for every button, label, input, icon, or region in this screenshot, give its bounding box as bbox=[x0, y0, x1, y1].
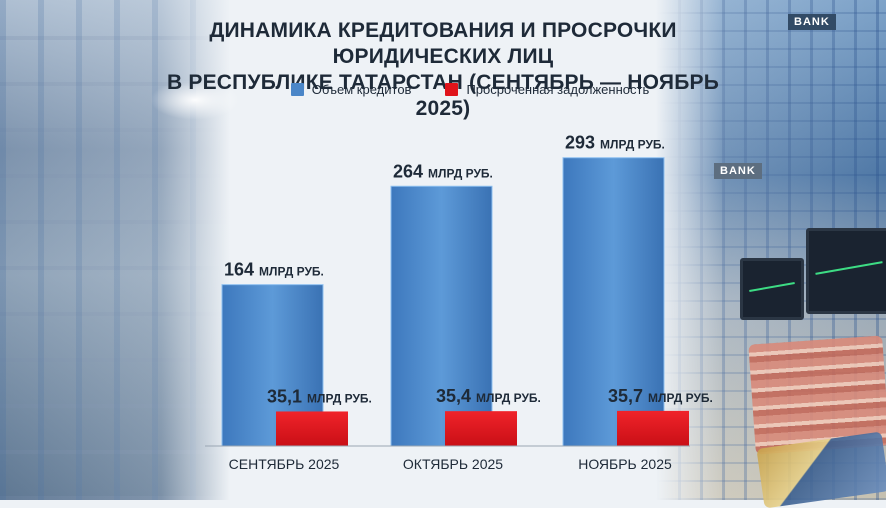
legend-item-overdue: Просроченная задолженность bbox=[445, 80, 649, 98]
bank-sign-mid: BANK bbox=[714, 163, 762, 179]
value-label-credits-2: 264 МЛРД РУБ. bbox=[393, 161, 493, 181]
value-label-overdue-2: 35,4 МЛРД РУБ. bbox=[436, 386, 541, 406]
value-label-overdue-3: 35,7 МЛРД РУБ. bbox=[608, 386, 713, 406]
bar-credits-2 bbox=[390, 185, 493, 447]
value-label-overdue-1: 35,1 МЛРД РУБ. bbox=[267, 386, 372, 406]
bar-credits-3 bbox=[562, 157, 665, 447]
chart-title-line1: ДИНАМИКА КРЕДИТОВАНИЯ И ПРОСРОЧКИ ЮРИДИЧ… bbox=[209, 19, 677, 68]
smoke-decoration bbox=[150, 80, 240, 120]
legend-swatch-credits bbox=[290, 82, 304, 96]
category-label-2: ОКТЯБРЬ 2025 bbox=[403, 456, 503, 472]
chart-title: ДИНАМИКА КРЕДИТОВАНИЯ И ПРОСРОЧКИ ЮРИДИЧ… bbox=[150, 18, 736, 122]
legend-swatch-overdue bbox=[445, 82, 459, 96]
bar-overdue-2 bbox=[445, 411, 517, 446]
chart-title-line2: В РЕСПУБЛИКЕ ТАТАРСТАН (СЕНТЯБРЬ — НОЯБР… bbox=[166, 71, 720, 120]
bar-overdue-1 bbox=[276, 411, 348, 446]
category-label-3: НОЯБРЬ 2025 bbox=[578, 456, 672, 472]
value-label-credits-3: 293 МЛРД РУБ. bbox=[565, 133, 665, 153]
bank-sign-top: BANK bbox=[788, 14, 836, 30]
legend-label-credits: Объем кредитов bbox=[311, 81, 412, 97]
legend-label-overdue: Просроченная задолженность bbox=[466, 81, 650, 97]
chart-legend: Объем кредитов Просроченная задолженност… bbox=[290, 80, 650, 98]
trading-monitor-icon bbox=[740, 258, 804, 320]
category-label-1: СЕНТЯБРЬ 2025 bbox=[229, 456, 340, 472]
bar-overdue-3 bbox=[617, 410, 689, 446]
value-label-credits-1: 164 МЛРД РУБ. bbox=[224, 260, 324, 280]
trading-monitor-icon bbox=[806, 228, 886, 314]
legend-item-credits: Объем кредитов bbox=[290, 80, 412, 98]
